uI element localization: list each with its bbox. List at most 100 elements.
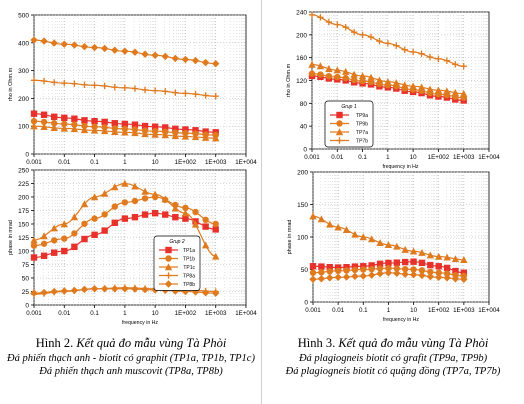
- x-axis-label: frequency in Hz: [122, 320, 158, 326]
- data-point-triangle: [417, 83, 426, 91]
- data-point-triangle: [351, 230, 359, 238]
- x-tick-label: 1: [123, 159, 127, 166]
- data-point-circle: [336, 120, 343, 127]
- data-point-square: [101, 227, 108, 234]
- data-point-diamond: [30, 36, 38, 44]
- data-point-square: [141, 211, 149, 218]
- data-point-triangle: [375, 76, 384, 84]
- data-point-triangle: [358, 72, 367, 80]
- data-point-triangle: [151, 130, 159, 138]
- legend-title: Grup 1: [341, 104, 357, 110]
- column-divider: [261, 0, 262, 404]
- data-point-circle: [309, 269, 317, 276]
- x-tick-label: 1E+004: [478, 154, 500, 161]
- y-tick-label: 250: [18, 168, 29, 175]
- y-tick-label: 200: [18, 195, 29, 202]
- data-point-triangle: [325, 65, 333, 72]
- data-point-circle: [50, 120, 58, 127]
- data-point-square: [443, 264, 451, 272]
- legend-label: TP7a: [356, 130, 368, 136]
- data-point-triangle: [308, 60, 316, 68]
- data-point-circle: [40, 118, 48, 126]
- data-point-diamond: [60, 40, 68, 48]
- data-point-circle: [121, 199, 129, 206]
- data-point-triangle: [326, 220, 334, 228]
- x-tick-label: 1E+003: [205, 159, 227, 166]
- data-point-circle: [308, 70, 316, 77]
- data-point-triangle: [90, 126, 99, 134]
- data-point-diamond: [309, 275, 317, 283]
- data-point-circle: [360, 266, 367, 273]
- y-tick-label: 100: [18, 124, 29, 131]
- data-point-triangle: [131, 129, 139, 137]
- data-point-circle: [71, 121, 78, 128]
- y-tick-label: 400: [18, 40, 29, 47]
- data-point-diamond: [201, 289, 210, 297]
- y-tick-label: 25: [22, 289, 30, 296]
- data-point-square: [418, 259, 426, 267]
- data-point-triangle: [367, 73, 375, 81]
- data-point-circle: [81, 220, 88, 227]
- x-tick-label: 0.1: [358, 154, 367, 161]
- x-tick-label: 1E+003: [205, 310, 227, 317]
- legend-label: TP9b: [356, 122, 368, 128]
- data-point-diamond: [40, 37, 48, 45]
- data-point-triangle: [335, 128, 344, 136]
- data-point-square: [50, 249, 58, 256]
- y-tick-label: 0: [25, 303, 29, 310]
- chart-phase-left-svg: 0 25 50 75 100 125 150 175 200 225 250 0.001 0.01 0.1…: [8, 168, 257, 327]
- data-point-circle: [131, 197, 139, 205]
- chart-rho-left: 0 100 200 300 400 500 0.001 0.01 0.1 1 10 1E+002 1E+…: [0, 0, 262, 176]
- data-point-triangle: [426, 85, 434, 93]
- data-point-triangle: [181, 132, 190, 140]
- caption-line: Đá plagiogneis biotit có quặng đồng (TP7…: [285, 365, 501, 377]
- data-point-circle: [111, 203, 118, 210]
- data-point-circle: [334, 73, 341, 81]
- data-point-triangle: [334, 223, 342, 231]
- data-point-square: [326, 264, 333, 271]
- data-point-circle: [192, 208, 199, 216]
- data-point-triangle: [161, 195, 169, 203]
- y-tick-label: 0: [303, 147, 307, 154]
- x-tick-label: 0.01: [58, 310, 71, 317]
- legend: Grup 1 TP9a TP9b TP7a TP7b: [324, 100, 374, 148]
- data-point-square: [401, 258, 409, 266]
- data-point-triangle: [333, 66, 341, 74]
- data-point-square: [385, 259, 392, 267]
- data-point-triangle: [141, 130, 149, 138]
- data-point-circle: [182, 204, 189, 211]
- data-point-triangle: [434, 86, 443, 94]
- series-triangle: [309, 212, 468, 263]
- x-tick-label: 0.1: [90, 310, 99, 317]
- data-point-triangle: [201, 241, 210, 249]
- data-point-square: [172, 125, 179, 133]
- y-tick-label: 100: [297, 235, 308, 242]
- data-point-triangle: [151, 190, 159, 198]
- data-point-square: [131, 121, 139, 128]
- caption-title-text: Kết quả đo mẫu vùng Tà Phòi: [76, 336, 227, 350]
- legend-label: TP1a: [183, 248, 195, 254]
- data-point-square: [131, 214, 139, 221]
- data-point-diamond: [443, 274, 451, 282]
- x-tick-label: 0.001: [305, 307, 321, 314]
- data-point-circle: [325, 72, 333, 80]
- x-tick-label: 0.01: [332, 307, 345, 314]
- legend: Grup 2 TP1a TP1b TP1c TP8a TP8b: [153, 235, 201, 291]
- x-tick-label: 0.001: [304, 154, 320, 161]
- data-point-circle: [30, 117, 38, 125]
- data-point-triangle: [342, 226, 351, 233]
- x-tick-label: 1E+004: [235, 159, 257, 166]
- data-point-square: [334, 264, 342, 271]
- y-tick-label: 75: [22, 262, 30, 269]
- data-point-circle: [326, 268, 333, 275]
- data-point-diamond: [60, 287, 68, 295]
- y-tick-label: 100: [18, 249, 29, 256]
- chart-phase-right: 0 50 100 150 200 0.001 0.01 0.1 1 10 1E+002 1E+003 1…: [263, 166, 524, 336]
- data-point-diamond: [401, 270, 409, 278]
- data-point-square: [192, 127, 199, 134]
- series-square: [309, 258, 468, 276]
- data-point-diamond: [80, 42, 89, 51]
- x-tick-label: 0.1: [359, 307, 368, 314]
- data-point-triangle: [191, 220, 200, 228]
- caption-title-right: Hình 3. Kết quả đo mẫu vùng Tà Phòi: [264, 336, 522, 352]
